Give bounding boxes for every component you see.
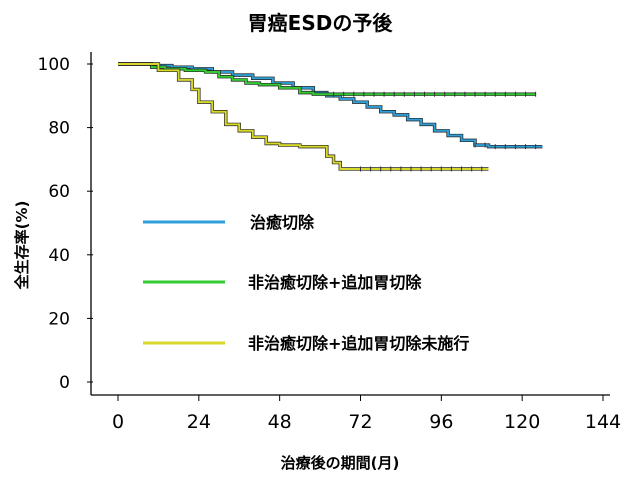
x-tick-label: 24 xyxy=(187,411,211,433)
x-tick-label: 48 xyxy=(268,411,292,433)
series-outline-1 xyxy=(118,62,543,149)
y-tick-label: 0 xyxy=(59,373,70,393)
series-layer xyxy=(118,62,543,172)
x-tick-label: 72 xyxy=(348,411,372,433)
y-tick-label: 80 xyxy=(48,119,70,139)
y-tick-label: 100 xyxy=(38,55,70,75)
series-line-1 xyxy=(118,63,543,148)
chart-title: 胃癌ESDの予後 xyxy=(248,11,394,35)
legend-label-1: 治癒切除 xyxy=(250,213,315,232)
x-axis-ticks: 0 24 48 72 96 120 144 xyxy=(112,395,621,433)
y-tick-label: 40 xyxy=(48,246,70,266)
x-tick-label: 0 xyxy=(112,411,124,433)
x-axis-label: 治療後の期間(月) xyxy=(281,454,400,472)
y-axis-ticks: 0 20 40 60 80 100 xyxy=(38,55,93,393)
series-outline-3 xyxy=(118,62,489,171)
legend-label-2: 非治癒切除+追加胃切除 xyxy=(248,273,422,292)
x-tick-label: 144 xyxy=(585,411,621,433)
y-tick-label: 60 xyxy=(48,182,70,202)
series-line-3 xyxy=(118,63,489,170)
y-tick-label: 20 xyxy=(48,309,70,329)
plot-frame xyxy=(90,52,610,396)
y-axis-label: 全生存率(%) xyxy=(13,201,31,291)
x-tick-label: 96 xyxy=(429,411,453,433)
x-tick-label: 120 xyxy=(504,411,540,433)
legend-label-3: 非治癒切除+追加胃切除未施行 xyxy=(248,334,469,353)
